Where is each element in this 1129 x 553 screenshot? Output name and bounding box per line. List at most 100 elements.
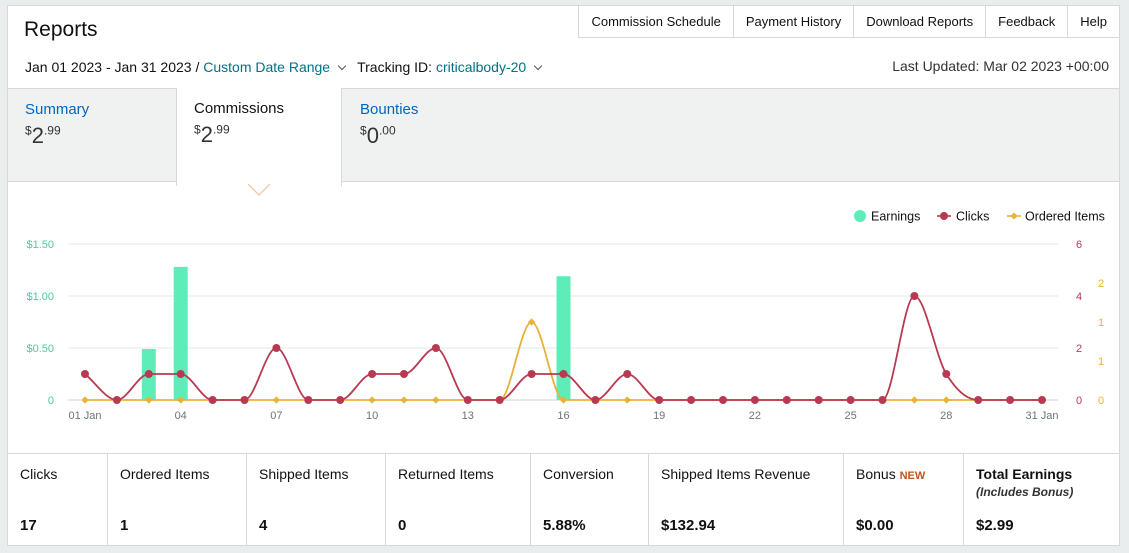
chevron-down-icon[interactable] [337,61,347,70]
ordered-tick-label: 0 [1098,395,1104,407]
clicks-point [336,396,345,404]
tab-summary[interactable]: Summary $2.99 [8,89,176,183]
clicks-point [304,396,313,404]
stat-ordered-items: Ordered Items 1 [108,454,247,546]
x-tick-label: 22 [749,410,761,422]
stat-value: 17 [20,517,37,534]
stats-row: Clicks 17 Ordered Items 1 Shipped Items … [8,453,1119,546]
clicks-point [846,396,855,404]
commission-schedule-button[interactable]: Commission Schedule [578,5,734,38]
earnings-bar [556,276,571,400]
tab-bounties-value: $0.00 [360,123,396,148]
active-tab-caret-icon [248,184,270,196]
last-updated: Last Updated: Mar 02 2023 +00:00 [892,58,1109,74]
stat-label: Shipped Items Revenue [661,466,811,482]
stat-label: Bonus NEW [856,466,926,482]
ordered-items-point [942,396,950,404]
clicks-point [719,396,727,404]
summary-tabs: Summary $2.99 Commissions $2.99 Bounties… [8,88,1119,186]
x-tick-label: 07 [270,410,282,422]
ordered-items-point [177,396,185,404]
ordered-items-point [559,396,568,404]
clicks-point [559,370,568,378]
earnings-bar [173,266,188,400]
clicks-point [81,370,89,378]
clicks-point [687,396,696,404]
stat-value: $0.00 [856,517,894,534]
tab-bounties[interactable]: Bounties $0.00 [343,89,511,183]
tab-commissions-value: $2.99 [194,122,230,147]
ordered-items-point [145,396,153,404]
feedback-button[interactable]: Feedback [985,5,1069,38]
stat-label: Clicks [20,466,58,482]
x-tick-label: 19 [653,410,665,422]
clicks-point [591,396,600,404]
clicks-tick-label: 2 [1076,343,1082,355]
legend-ordered-marker [1010,212,1018,220]
stat-value: 0 [398,517,407,534]
ordered-items-point [623,396,631,404]
x-tick-label: 31 Jan [1025,410,1058,422]
stat-value: $2.99 [976,517,1014,534]
stat-shipped-revenue: Shipped Items Revenue $132.94 [649,454,844,546]
clicks-point [527,370,536,378]
clicks-point [1006,396,1015,404]
clicks-point [782,396,791,404]
legend-earnings-label: Earnings [871,210,920,224]
clicks-point [431,344,440,352]
ordered-tick-label: 1 [1098,317,1104,329]
stat-label: Ordered Items [120,466,210,482]
date-range-text: Jan 01 2023 - Jan 31 2023 / [25,59,200,75]
legend-clicks-label: Clicks [956,210,989,224]
date-range-dropdown[interactable]: Custom Date Range [203,59,331,75]
clicks-tick-label: 6 [1076,239,1082,251]
earnings-tick-label: 0 [48,395,54,407]
chevron-down-icon[interactable] [533,61,543,70]
stat-conversion: Conversion 5.88% [531,454,649,546]
earnings-tick-label: $1.00 [26,291,54,303]
clicks-point [814,396,823,404]
stat-value: 1 [120,517,129,534]
stat-label: Conversion [543,466,614,482]
tab-commissions[interactable]: Commissions $2.99 [176,88,342,186]
tracking-id-dropdown[interactable]: criticalbody-20 [435,59,527,75]
stat-shipped-items: Shipped Items 4 [247,454,386,546]
stat-label: Total Earnings [976,466,1073,482]
stat-bonus: Bonus NEW $0.00 [844,454,964,546]
page-title: Reports [24,18,98,41]
stat-label: Returned Items [398,466,494,482]
tab-commissions-label: Commissions [194,100,285,117]
clicks-point [368,370,377,378]
x-tick-label: 25 [844,410,856,422]
ordered-items-point [272,396,281,404]
clicks-point [144,370,153,378]
earnings-tick-label: $1.50 [26,239,54,251]
stat-label: Shipped Items [259,466,349,482]
help-button[interactable]: Help [1067,5,1120,38]
stat-total-earnings: Total Earnings (Includes Bonus) $2.99 [964,454,1119,546]
payment-history-button[interactable]: Payment History [732,5,855,38]
download-reports-button[interactable]: Download Reports [853,5,987,38]
stat-clicks: Clicks 17 [8,454,108,546]
clicks-point [878,396,887,404]
clicks-point [176,370,185,378]
x-tick-label: 10 [366,410,378,422]
ordered-tick-label: 1 [1098,356,1104,368]
earnings-tick-label: $0.50 [26,343,54,355]
ordered-tick-label: 2 [1098,278,1104,290]
clicks-point [623,370,632,378]
clicks-point [750,396,759,404]
clicks-point [400,370,408,378]
stat-value: $132.94 [661,517,716,534]
clicks-point [495,396,504,404]
stat-value: 5.88% [543,517,586,534]
clicks-point [240,396,249,404]
clicks-point [974,396,983,404]
commissions-chart: 0 $0.50 $1.00 $1.50 0 2 4 6 0 1 1 2 01 Jan 04 07 10 13 16… [26,210,1104,423]
reports-panel: Reports Commission Schedule Payment Hist… [7,5,1120,546]
ordered-items-point [368,396,376,404]
clicks-point [1038,396,1046,404]
top-nav: Commission Schedule Payment History Down… [578,5,1120,38]
tab-summary-label: Summary [25,101,90,118]
filter-row: Jan 01 2023 - Jan 31 2023 / Custom Date … [25,59,553,75]
